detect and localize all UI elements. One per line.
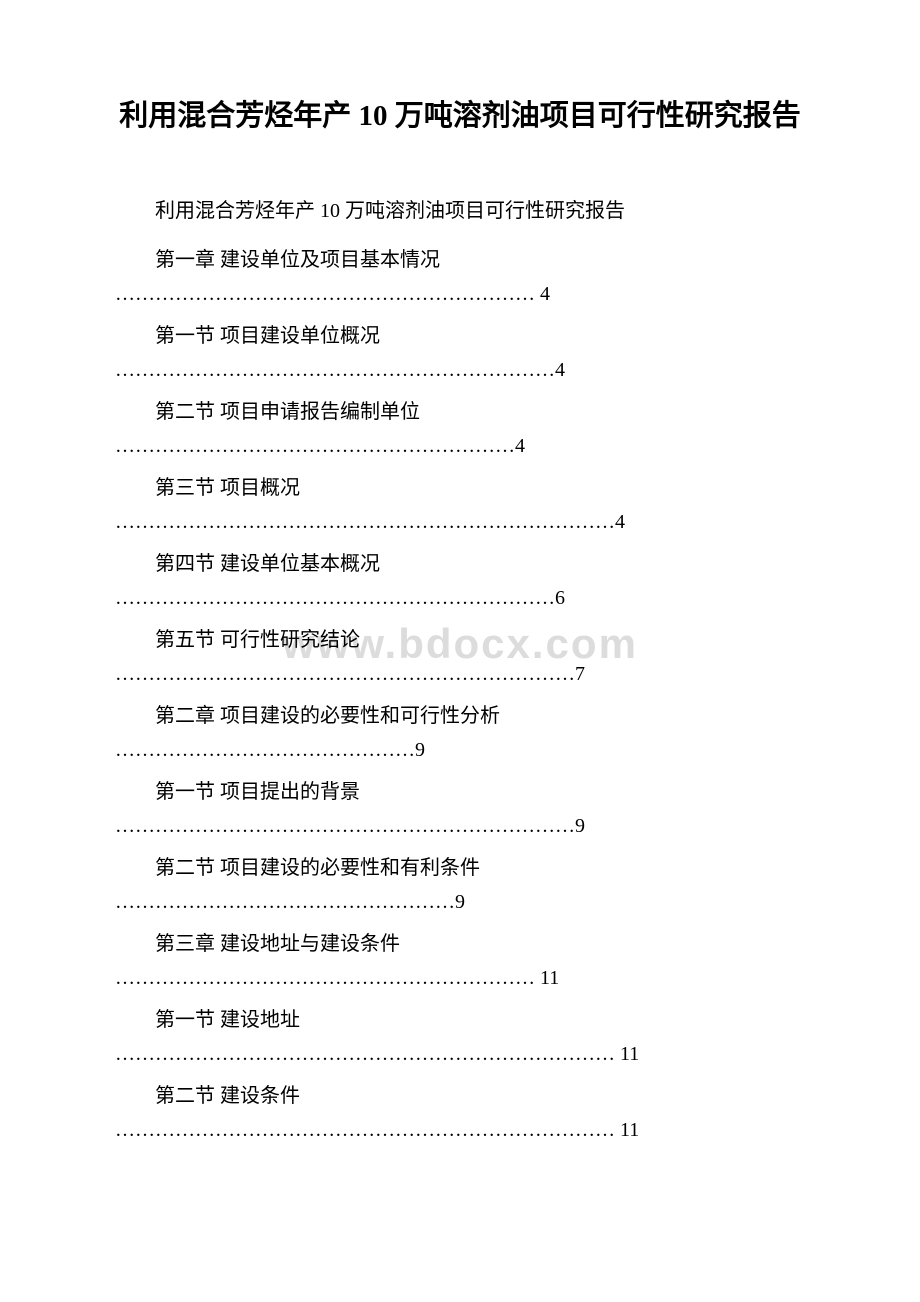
toc-label: 第一节 建设地址: [115, 1005, 805, 1035]
toc-label: 第五节 可行性研究结论: [115, 625, 805, 655]
toc-dots: ……………………………………………………… 11: [115, 963, 805, 993]
toc-dots: …………………………………………………………………4: [115, 507, 805, 537]
toc-dots: …………………………………………………………6: [115, 583, 805, 613]
toc-label: 第四节 建设单位基本概况: [115, 549, 805, 579]
toc-entry: 第二节 建设条件 ………………………………………………………………… 11: [115, 1081, 805, 1145]
toc-entry: 第三节 项目概况 …………………………………………………………………4: [115, 473, 805, 537]
toc-dots: ………………………………………………………………… 11: [115, 1039, 805, 1069]
toc-dots: ……………………………………………9: [115, 887, 805, 917]
toc-label: 第三章 建设地址与建设条件: [115, 929, 805, 959]
toc-entry: 第一节 项目提出的背景 ……………………………………………………………9: [115, 777, 805, 841]
toc-label: 第一节 项目建设单位概况: [115, 321, 805, 351]
toc-label: 第二节 建设条件: [115, 1081, 805, 1111]
toc-entry: 第二章 项目建设的必要性和可行性分析 ………………………………………9: [115, 701, 805, 765]
toc-entry: 第二节 项目建设的必要性和有利条件 ……………………………………………9: [115, 853, 805, 917]
toc-entry: 第一章 建设单位及项目基本情况 ……………………………………………………… 4: [115, 245, 805, 309]
toc-label: 第二节 项目申请报告编制单位: [115, 397, 805, 427]
document-subtitle: 利用混合芳烃年产 10 万吨溶剂油项目可行性研究报告: [115, 194, 805, 223]
toc-entry: 第一节 建设地址 ………………………………………………………………… 11: [115, 1005, 805, 1069]
toc-label: 第一节 项目提出的背景: [115, 777, 805, 807]
toc-dots: ……………………………………………………4: [115, 431, 805, 461]
toc-entry: 第二节 项目申请报告编制单位 ……………………………………………………4: [115, 397, 805, 461]
toc-dots: ……………………………………………………… 4: [115, 279, 805, 309]
toc-entry: 第三章 建设地址与建设条件 ……………………………………………………… 11: [115, 929, 805, 993]
toc-label: 第三节 项目概况: [115, 473, 805, 503]
toc-label: 第二节 项目建设的必要性和有利条件: [115, 853, 805, 883]
toc-entry: 第五节 可行性研究结论 ……………………………………………………………7: [115, 625, 805, 689]
document-title: 利用混合芳烃年产 10 万吨溶剂油项目可行性研究报告: [115, 95, 805, 139]
toc-dots: ………………………………………9: [115, 735, 805, 765]
toc-label: 第二章 项目建设的必要性和可行性分析: [115, 701, 805, 731]
toc-dots: ………………………………………………………………… 11: [115, 1115, 805, 1145]
toc-dots: ……………………………………………………………7: [115, 659, 805, 689]
toc-entry: 第一节 项目建设单位概况 …………………………………………………………4: [115, 321, 805, 385]
toc-dots: …………………………………………………………4: [115, 355, 805, 385]
document-content: 利用混合芳烃年产 10 万吨溶剂油项目可行性研究报告 利用混合芳烃年产 10 万…: [115, 95, 805, 1145]
toc-label: 第一章 建设单位及项目基本情况: [115, 245, 805, 275]
toc-dots: ……………………………………………………………9: [115, 811, 805, 841]
toc-entry: 第四节 建设单位基本概况 …………………………………………………………6: [115, 549, 805, 613]
